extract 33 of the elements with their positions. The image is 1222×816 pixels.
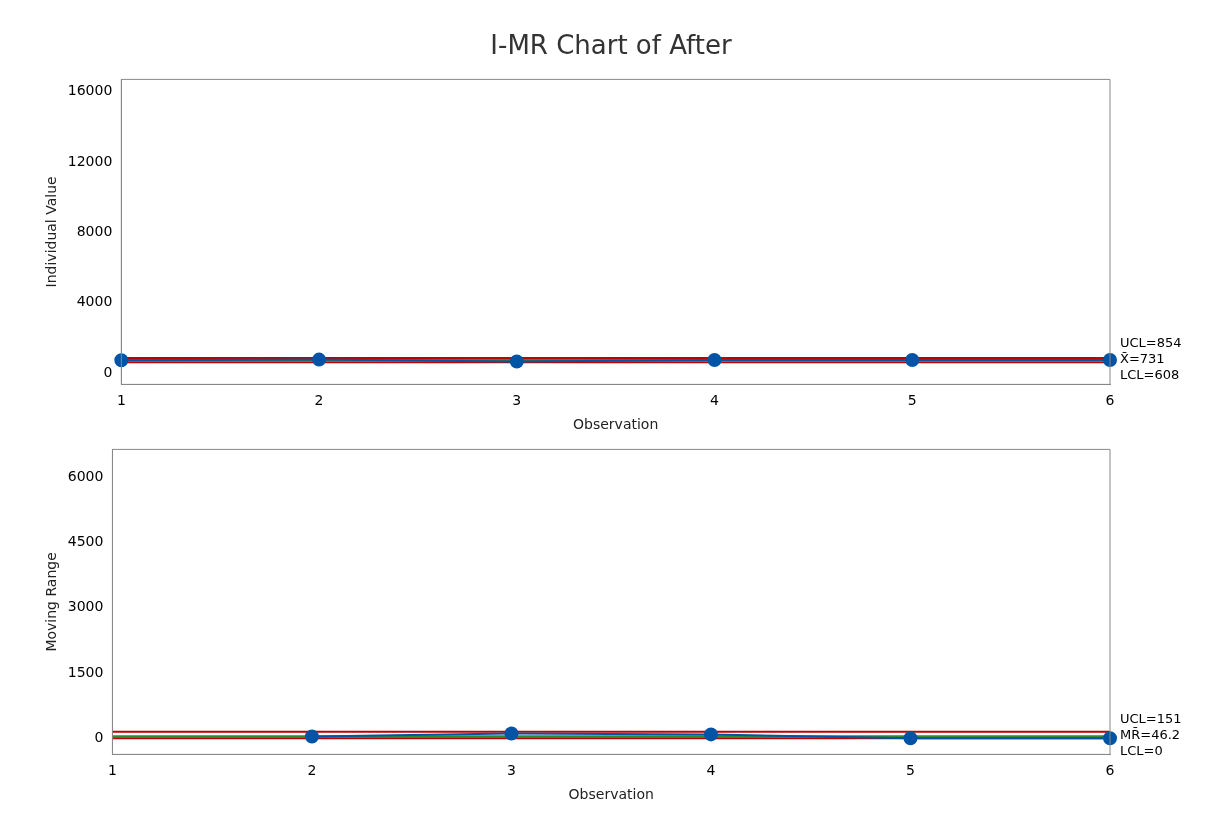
- y-tick-label: 1500: [67, 663, 104, 680]
- y-tick-label: 3000: [67, 598, 104, 615]
- x-tick-label: 1: [116, 392, 126, 409]
- y-tick-label: 6000: [67, 467, 104, 484]
- x-tick-label: 6: [1105, 392, 1115, 409]
- chart-title: I-MR Chart of After: [489, 30, 733, 62]
- x-tick-label: 3: [512, 392, 522, 409]
- y-tick-label: 0: [94, 728, 104, 745]
- ref-line-label: LCL=608: [1120, 367, 1180, 383]
- x-tick-label: 1: [107, 762, 117, 779]
- x-tick-label: 2: [314, 392, 324, 409]
- y-axis-title: Individual Value: [43, 176, 60, 288]
- x-tick-label: 2: [307, 762, 317, 779]
- y-tick-label: 12000: [67, 152, 113, 169]
- ref-line-label: UCL=151: [1120, 710, 1182, 726]
- y-tick-label: 16000: [67, 82, 113, 99]
- x-tick-label: 4: [706, 762, 716, 779]
- x-axis-title: Observation: [573, 416, 659, 433]
- y-axis-title: Moving Range: [43, 552, 60, 652]
- ref-line-label: LCL=0: [1120, 742, 1163, 758]
- ref-line-label: MR̄=46.2: [1120, 726, 1181, 742]
- y-tick-label: 4000: [76, 293, 113, 310]
- y-tick-label: 8000: [76, 222, 113, 239]
- x-tick-label: 6: [1105, 762, 1115, 779]
- ref-line-label: UCL=854: [1120, 335, 1182, 351]
- y-tick-label: 4500: [67, 533, 104, 550]
- x-tick-label: 3: [507, 762, 516, 779]
- y-tick-label: 0: [103, 363, 113, 380]
- x-tick-label: 4: [710, 392, 720, 409]
- x-tick-label: 5: [907, 392, 917, 409]
- x-axis-title: Observation: [568, 786, 654, 803]
- ref-line-label: X̄=731: [1120, 351, 1165, 367]
- x-tick-label: 5: [906, 762, 915, 779]
